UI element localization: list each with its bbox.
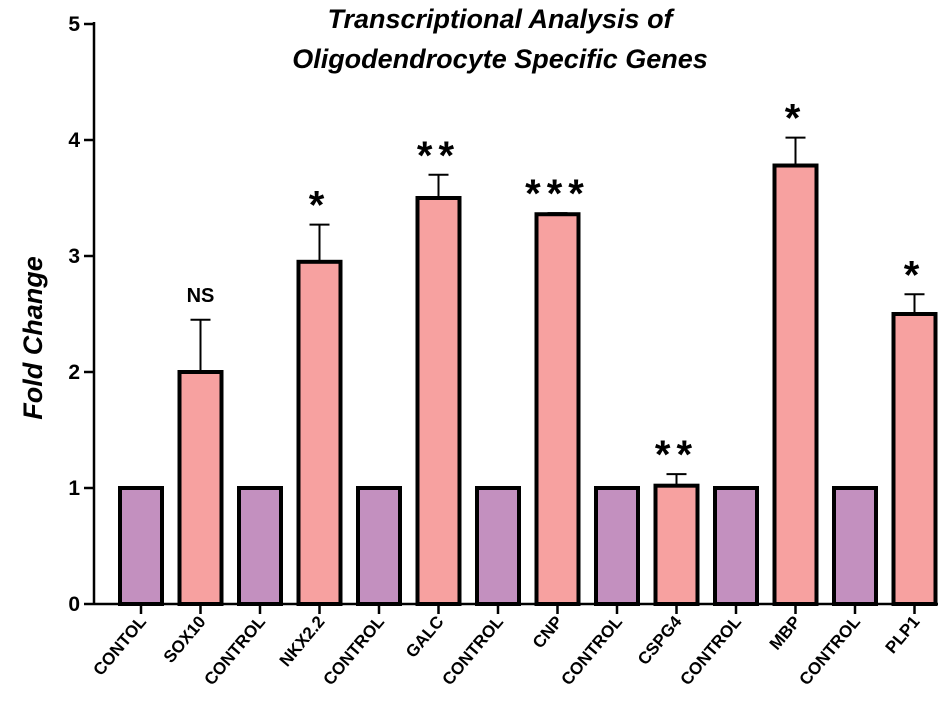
chart-title-line-1: Transcriptional Analysis of [327,4,675,34]
x-tick-label: CONTOL [90,612,150,679]
significance-label: *** [525,172,590,216]
x-tick-label: CONTROL [200,612,269,689]
x-tick-label: NKX2.2 [276,612,329,670]
y-tick-label: 4 [68,129,80,152]
x-tick-label: CONTROL [438,612,507,689]
bars-group: NS********** [118,97,938,607]
significance-label: * [904,253,926,297]
x-tick-label: PLP1 [882,612,924,657]
bar-sox10 [177,370,224,606]
x-tick-label: CONTROL [676,612,745,689]
bar-control [594,486,640,606]
y-tick-label: 3 [68,245,80,268]
bar-control [356,486,402,606]
y-tick-label: 5 [68,13,80,36]
bar-cnp [534,212,581,607]
bar-nkx2-2 [296,259,343,606]
bar-contol [118,486,164,606]
x-tick-label: SOX10 [160,612,210,666]
significance-label: * [785,97,807,141]
bar-control [237,486,283,606]
x-tick-label: GALC [402,612,448,661]
x-tick-label: CONTROL [557,612,626,689]
significance-label: ** [655,433,698,477]
bar-galc [415,196,462,606]
bar-control [832,486,878,606]
x-tick-label: MBP [766,612,805,653]
y-axis-label: Fold Change [18,256,48,420]
x-tick-label: CONTROL [319,612,388,689]
significance-label: * [309,184,331,228]
bar-plp1 [891,312,938,606]
y-axis: 0 1 2 3 4 5 [68,13,96,616]
significance-label: NS [187,285,215,307]
bar-control [475,486,521,606]
chart-title-line-2: Oligodendrocyte Specific Genes [292,44,708,74]
y-tick-label: 0 [68,593,80,616]
bar-control [713,486,759,606]
bar-mbp [772,163,819,607]
x-tick-label: CNP [529,612,567,652]
significance-label: ** [417,134,460,178]
y-tick-label: 2 [68,361,80,384]
x-tick-label: CONTROL [795,612,864,689]
x-tick-label: CSPG4 [634,612,686,669]
bar-cspg4 [653,483,700,606]
y-tick-label: 1 [68,477,80,500]
